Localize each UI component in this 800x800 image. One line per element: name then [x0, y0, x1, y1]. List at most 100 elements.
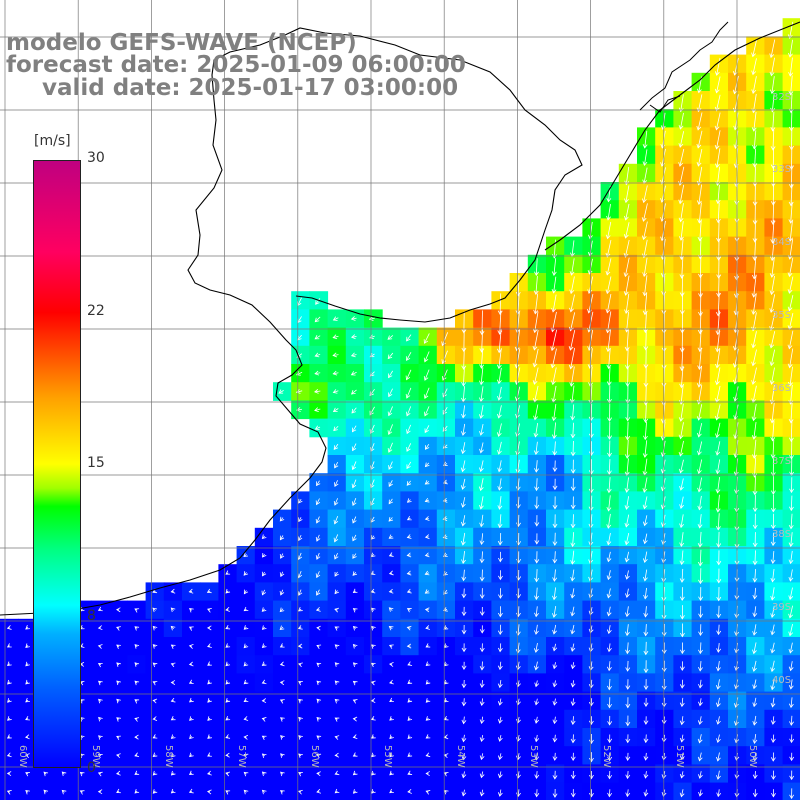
- lat-label: 32S: [772, 92, 791, 103]
- wind-arrow: [753, 697, 757, 707]
- wind-arrow: [590, 477, 593, 493]
- wind-arrow-head: [679, 773, 685, 779]
- wind-arrow: [315, 353, 321, 357]
- wind-arrow-head: [225, 679, 231, 685]
- wind-arrow: [754, 476, 756, 495]
- wind-arrow-head: [552, 682, 558, 688]
- wind-arrow: [442, 350, 448, 364]
- wind-arrow-head: [716, 775, 721, 780]
- wind-arrow-head: [352, 625, 358, 631]
- wind-arrow-head: [479, 755, 485, 761]
- lat-label: 38S: [772, 529, 791, 540]
- wind-arrow-head: [733, 182, 739, 188]
- wind-arrow-head: [406, 643, 412, 649]
- wind-arrow-head: [534, 682, 540, 688]
- wind-cell: [36, 782, 56, 800]
- wind-arrow-head: [607, 756, 613, 762]
- wind-arrow: [571, 240, 575, 257]
- wind-arrow-head: [350, 390, 356, 395]
- wind-arrow: [681, 716, 684, 725]
- wind-arrow-head: [678, 162, 684, 167]
- lat-label: 34S: [772, 237, 791, 248]
- wind-arrow-head: [714, 125, 720, 131]
- wind-arrow-head: [25, 790, 30, 795]
- lon-label: 51W: [674, 745, 685, 768]
- wind-arrow-head: [497, 540, 503, 546]
- wind-arrow-head: [97, 789, 103, 795]
- wind-arrow: [698, 495, 702, 510]
- wind-arrow-head: [352, 518, 357, 524]
- wind-arrow-head: [606, 524, 612, 529]
- wind-arrow: [681, 275, 684, 297]
- wind-arrow-head: [660, 486, 666, 492]
- wind-arrow: [314, 316, 321, 322]
- wind-arrow-head: [225, 790, 231, 795]
- wind-arrow-head: [552, 485, 558, 491]
- wind-arrow: [752, 349, 757, 366]
- wind-arrow-head: [643, 774, 649, 779]
- wind-arrow: [607, 513, 611, 529]
- wind-arrow: [533, 367, 539, 385]
- wind-arrow: [752, 93, 757, 113]
- wind-arrow: [406, 443, 412, 452]
- wind-arrow-head: [716, 630, 722, 636]
- wind-arrow-head: [570, 738, 576, 744]
- wind-arrow-head: [460, 449, 466, 455]
- wind-arrow-head: [316, 625, 321, 631]
- wind-arrow-head: [479, 431, 484, 436]
- wind-arrow-head: [479, 647, 485, 653]
- wind-arrow: [499, 661, 502, 670]
- wind-arrow: [771, 678, 775, 690]
- wind-arrow-head: [333, 519, 339, 525]
- wind-arrow: [752, 293, 757, 315]
- wind-arrow-head: [643, 346, 649, 351]
- wind-arrow-head: [696, 416, 702, 421]
- wind-arrow: [388, 406, 393, 416]
- lon-label: 52W: [601, 745, 612, 768]
- wind-arrow-head: [261, 698, 267, 704]
- wind-arrow-head: [314, 352, 320, 358]
- wind-arrow-head: [552, 700, 558, 706]
- wind-arrow: [424, 425, 430, 433]
- wind-arrow-head: [552, 737, 558, 743]
- wind-arrow-head: [314, 370, 320, 376]
- wind-arrow-head: [752, 774, 758, 780]
- wind-arrow-head: [407, 679, 413, 685]
- wind-arrow-head: [479, 611, 485, 616]
- wind-arrow: [754, 569, 756, 582]
- wind-arrow: [716, 94, 721, 111]
- wind-arrow-head: [552, 756, 558, 761]
- wind-arrow: [480, 496, 484, 509]
- wind-arrow: [333, 443, 339, 450]
- wind-arrow: [462, 386, 465, 402]
- wind-arrow-head: [569, 398, 575, 404]
- wind-arrow-head: [461, 365, 467, 371]
- wind-arrow: [753, 403, 757, 421]
- wind-arrow-head: [607, 452, 612, 458]
- wind-arrow: [753, 679, 757, 689]
- wind-arrow-head: [752, 792, 758, 798]
- wind-arrow-head: [389, 716, 394, 721]
- wind-arrow-head: [134, 770, 140, 775]
- wind-arrow-head: [787, 255, 793, 260]
- wind-arrow-head: [225, 570, 231, 575]
- wind-arrow: [717, 494, 720, 512]
- wind-arrow-head: [714, 106, 720, 112]
- wind-arrow: [754, 238, 757, 261]
- wind-arrow: [314, 390, 321, 393]
- wind-arrow-head: [316, 753, 322, 759]
- wind-arrow-head: [770, 685, 776, 691]
- wind-arrow-head: [534, 504, 540, 510]
- wind-arrow-head: [479, 348, 485, 353]
- wind-arrow-head: [569, 382, 575, 387]
- wind-arrow-head: [661, 540, 666, 545]
- wind-arrow: [316, 552, 320, 560]
- wind-arrow: [499, 643, 502, 652]
- wind-arrow: [388, 517, 393, 522]
- wind-arrow-head: [752, 577, 758, 583]
- wind-arrow: [462, 753, 465, 760]
- wind-cell: [72, 782, 92, 800]
- wind-arrow: [716, 112, 721, 130]
- wind-arrow-head: [460, 467, 466, 473]
- wind-arrow: [771, 57, 775, 76]
